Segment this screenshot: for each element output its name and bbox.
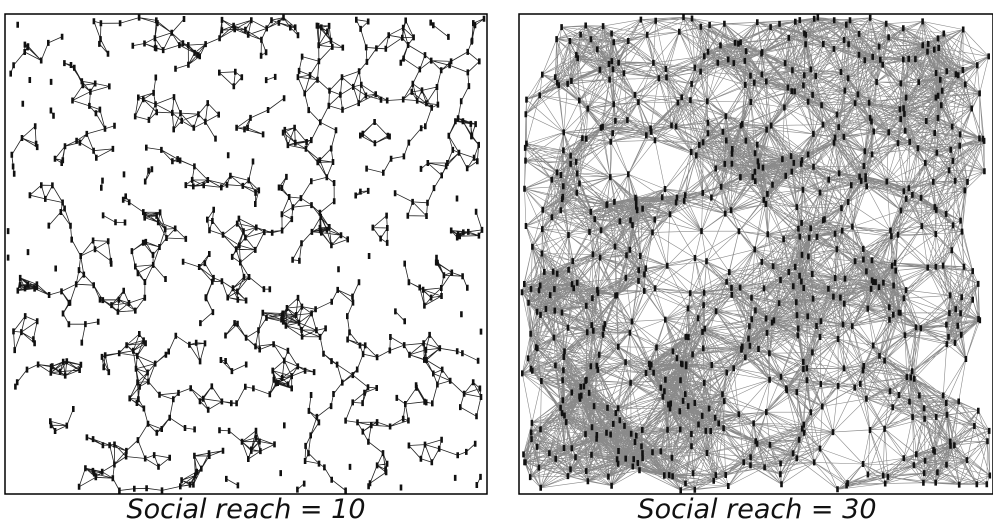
network-panel [4, 13, 488, 495]
agents [520, 14, 992, 494]
panel-frame [4, 13, 488, 495]
network-links [10, 17, 485, 491]
panel-caption: Social reach = 10 [127, 494, 366, 524]
network-panel [518, 13, 993, 495]
panel-caption: Social reach = 30 [638, 494, 877, 524]
panel-frame [518, 13, 993, 495]
network-links [521, 16, 991, 491]
agents [6, 14, 486, 494]
